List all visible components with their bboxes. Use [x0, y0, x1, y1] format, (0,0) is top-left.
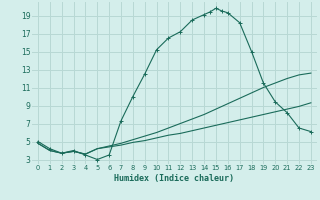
X-axis label: Humidex (Indice chaleur): Humidex (Indice chaleur) — [115, 174, 234, 183]
